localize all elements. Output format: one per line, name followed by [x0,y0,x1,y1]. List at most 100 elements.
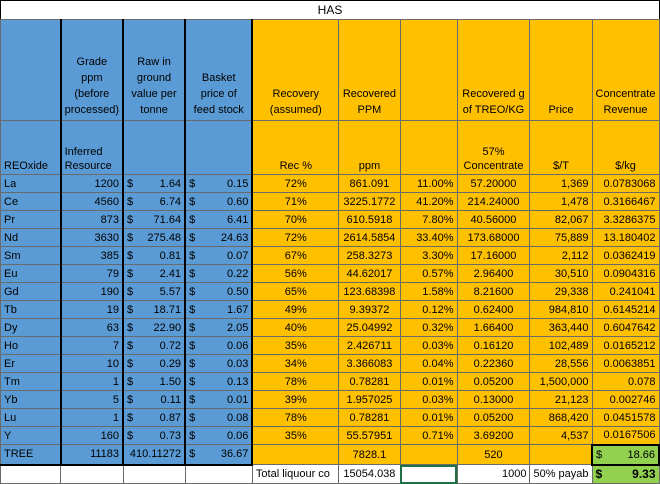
grade-cell[interactable]: 10 [59,354,124,373]
raw-value-cell[interactable]: $0.81 [122,246,186,265]
revenue-cell[interactable]: 0.0167506 [591,426,660,445]
basket-price-cell[interactable]: $6.41 [184,210,254,229]
raw-value-cell[interactable]: $275.48 [122,228,186,247]
basket-price-cell[interactable]: $0.50 [184,282,254,301]
grade-cell[interactable]: 1 [59,372,124,391]
recovered-g-cell[interactable]: 1.66400 [456,318,531,337]
revenue-cell[interactable]: 0.0362419 [591,246,660,265]
recovery-cell[interactable]: 71% [251,192,340,211]
revenue-cell[interactable]: 3.3286375 [591,210,660,229]
share-pct-cell[interactable]: 11.00% [399,174,458,193]
grade-cell[interactable]: 4560 [59,192,124,211]
grade-cell[interactable]: 385 [59,246,124,265]
recovered-ppm-cell[interactable]: 610.5918 [338,210,401,229]
oxide-cell[interactable]: Er [0,354,62,373]
price-cell[interactable]: 28,556 [529,354,593,373]
recovered-ppm-cell[interactable]: 9.39372 [338,300,401,319]
value-1000-cell[interactable]: 1000 [456,464,531,484]
price-cell[interactable]: 29,338 [529,282,593,301]
header-concentrate-revenue[interactable]: Concentrate Revenue [591,19,660,121]
recovered-ppm-cell[interactable]: 3225.1772 [338,192,401,211]
total-raw-cell[interactable]: 410.11272 [122,444,186,466]
recovery-cell[interactable]: 34% [251,354,340,373]
recovered-g-cell[interactable]: 214.24000 [456,192,531,211]
total-grade-cell[interactable]: 11183 [59,444,124,466]
empty-cell[interactable] [0,464,62,484]
oxide-cell[interactable]: Ho [0,336,62,355]
recovered-ppm-cell[interactable]: 0.78281 [338,408,401,427]
share-pct-cell[interactable]: 0.57% [399,264,458,283]
empty-cell[interactable] [122,464,186,484]
raw-value-cell[interactable]: $22.90 [122,318,186,337]
raw-value-cell[interactable]: $0.72 [122,336,186,355]
revenue-cell[interactable]: 0.0165212 [591,336,660,355]
revenue-cell[interactable]: 0.0904316 [591,264,660,283]
basket-price-cell[interactable]: $1.67 [184,300,254,319]
share-pct-cell[interactable]: 7.80% [399,210,458,229]
revenue-cell[interactable]: 0.078 [591,372,660,391]
recovered-ppm-cell[interactable]: 123.68398 [338,282,401,301]
header-rec-pct[interactable]: Rec % [251,120,340,175]
header-grade[interactable]: Grade ppm (before processed) [59,19,124,121]
basket-price-cell[interactable]: $0.13 [184,372,254,391]
grade-cell[interactable]: 873 [59,210,124,229]
recovery-cell[interactable]: 65% [251,282,340,301]
oxide-cell[interactable]: Tm [0,372,62,391]
basket-price-cell[interactable]: $2.05 [184,318,254,337]
recovered-g-cell[interactable]: 0.05200 [456,408,531,427]
empty-cell[interactable] [399,444,458,465]
price-cell[interactable]: 21,123 [529,390,593,409]
recovery-cell[interactable]: 70% [251,210,340,229]
header-concentrate-57[interactable]: 57% Concentrate [456,120,531,175]
header-cell[interactable] [184,120,254,175]
recovery-cell[interactable]: 35% [251,336,340,355]
grade-cell[interactable]: 5 [59,390,124,409]
recovered-ppm-cell[interactable]: 44.62017 [338,264,401,283]
price-cell[interactable]: 75,889 [529,228,593,247]
grade-cell[interactable]: 63 [59,318,124,337]
revenue-cell[interactable]: 0.002746 [591,390,660,409]
recovered-g-cell[interactable]: 0.05200 [456,372,531,391]
recovery-cell[interactable]: 67% [251,246,340,265]
price-cell[interactable]: 868,420 [529,408,593,427]
basket-price-cell[interactable]: $0.06 [184,426,254,445]
price-cell[interactable]: 102,489 [529,336,593,355]
price-cell[interactable]: 2,112 [529,246,593,265]
basket-price-cell[interactable]: $0.15 [184,174,254,193]
grade-cell[interactable]: 1 [59,408,124,427]
oxide-cell[interactable]: La [0,174,62,193]
header-basket-price[interactable]: Basket price of feed stock [184,19,254,121]
revenue-cell[interactable]: 0.0783068 [591,174,660,193]
header-price[interactable]: Price [529,19,593,121]
raw-value-cell[interactable]: $0.73 [122,426,186,445]
price-cell[interactable]: 30,510 [529,264,593,283]
raw-value-cell[interactable]: $6.74 [122,192,186,211]
recovered-g-cell[interactable]: 2.96400 [456,264,531,283]
share-pct-cell[interactable]: 0.32% [399,318,458,337]
basket-price-cell[interactable]: $0.01 [184,390,254,409]
header-inferred[interactable]: Inferred Resource [59,120,124,175]
price-cell[interactable]: 984,810 [529,300,593,319]
oxide-cell[interactable]: Y [0,426,62,445]
share-pct-cell[interactable]: 0.12% [399,300,458,319]
header-raw-value[interactable]: Raw in ground value per tonne [122,19,186,121]
raw-value-cell[interactable]: $18.71 [122,300,186,319]
total-ppm-cell[interactable]: 7828.1 [338,444,401,465]
recovered-g-cell[interactable]: 0.13000 [456,390,531,409]
recovered-ppm-cell[interactable]: 2.426711 [338,336,401,355]
revenue-cell[interactable]: 0.3166467 [591,192,660,211]
empty-cell[interactable] [529,444,593,465]
oxide-cell[interactable]: Lu [0,408,62,427]
grade-cell[interactable]: 3630 [59,228,124,247]
recovered-g-cell[interactable]: 0.62400 [456,300,531,319]
oxide-cell[interactable]: Tb [0,300,62,319]
header-recovered-ppm[interactable]: Recovered PPM [338,19,401,121]
basket-price-cell[interactable]: $0.03 [184,354,254,373]
grade-cell[interactable]: 190 [59,282,124,301]
header-rev-unit[interactable]: $/kg [591,120,660,175]
share-pct-cell[interactable]: 41.20% [399,192,458,211]
liquor-value-cell[interactable]: 15054.038 [338,464,401,484]
header-price-unit[interactable]: $/T [529,120,593,175]
total-revenue-cell[interactable]: $18.66 [591,443,660,466]
raw-value-cell[interactable]: $2.41 [122,264,186,283]
